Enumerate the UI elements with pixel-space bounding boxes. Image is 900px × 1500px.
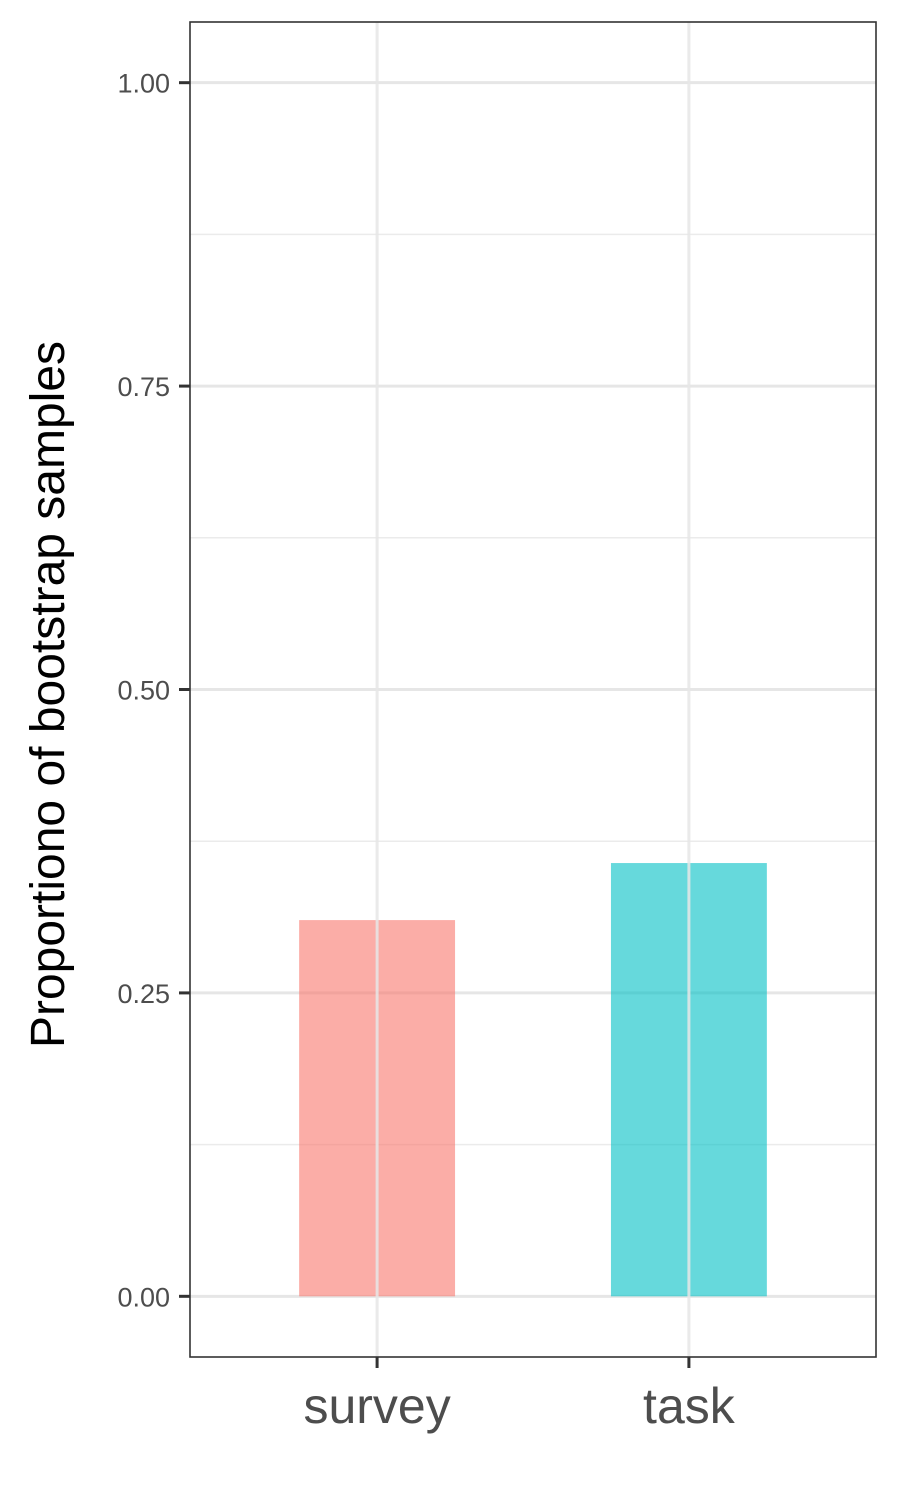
y-axis-title: Proportiono of bootstrap samples [22,341,75,1048]
y-tick-label: 0.50 [117,676,170,706]
y-tick-label: 0.75 [117,372,170,402]
y-tick-label: 0.00 [117,1282,170,1312]
bars [299,863,767,1297]
x-tick-label-task: task [643,1378,736,1434]
x-axis: survey task [303,1357,736,1434]
y-tick-label: 1.00 [117,69,170,99]
y-axis: 0.00 0.25 0.50 0.75 1.00 [117,69,190,1312]
x-tick-label-survey: survey [303,1378,450,1434]
vertical-grid-lines [375,22,691,1357]
y-tick-label: 0.25 [117,979,170,1009]
grid-lines [190,81,876,1298]
